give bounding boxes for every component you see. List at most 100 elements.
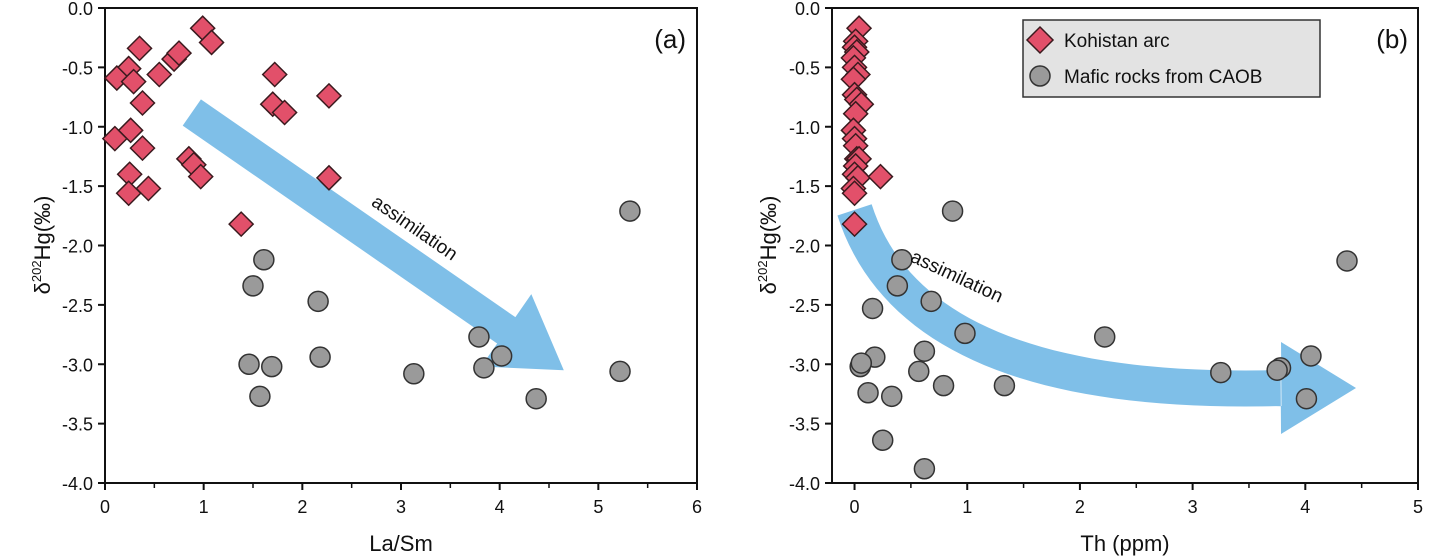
kohistan-point [129, 89, 156, 117]
kohistan-point [261, 61, 288, 88]
caob-point [954, 322, 976, 345]
y-tick-label: -4.0 [62, 474, 93, 494]
caob-point [238, 353, 260, 375]
caob-point [913, 458, 936, 480]
y-tick-label: -0.5 [789, 58, 820, 78]
x-tick-label: 0 [100, 497, 110, 517]
caob-point [473, 357, 495, 379]
kohistan-point [841, 211, 868, 238]
x-ticks-b: 0 1 2 3 4 5 [850, 483, 1423, 517]
y-tick-label: -3.5 [789, 415, 820, 435]
x-tick-label: 6 [692, 497, 702, 517]
x-tick-label: 1 [962, 497, 972, 517]
y-tick-label: -3.5 [62, 415, 93, 435]
x-tick-label: 0 [850, 497, 860, 517]
y-tick-label: -2.0 [789, 237, 820, 257]
y-tick-label: -3.0 [62, 355, 93, 375]
caob-point [1210, 361, 1232, 384]
caob-point [253, 249, 275, 271]
caob-point [886, 275, 909, 297]
kohistan-point [187, 163, 214, 190]
panel-b: 0 1 2 3 4 5 0.0 -0.5 -1.0 -1.5 -2.0 -2.5 -3.0 -3.5 -4… [755, 0, 1423, 556]
kohistan-point [120, 68, 147, 95]
x-axis-label-b: Th (ppm) [1080, 531, 1169, 556]
kohistan-point [129, 135, 156, 162]
y-tick-label: -4.0 [789, 474, 820, 494]
x-ticks-a: 0 1 2 3 4 5 6 [100, 483, 702, 517]
assimilation-arrow-b [837, 204, 1357, 434]
x-tick-label: 3 [1188, 497, 1198, 517]
x-tick-label: 4 [495, 497, 505, 517]
caob-point [619, 200, 641, 222]
caob-point [993, 374, 1016, 397]
caob-point [880, 385, 903, 408]
y-tick-label: -1.5 [62, 177, 93, 197]
panel-a: 0 1 2 3 4 5 6 0.0 -0.5 -1.0 -1.5 -2.0 -2.5 -3.0 -3.5 -… [29, 0, 702, 556]
kohistan-point [271, 99, 298, 126]
legend-circle-icon [1029, 65, 1051, 87]
caob-point [861, 297, 884, 320]
caob-point [941, 200, 964, 222]
caob-point [908, 360, 930, 383]
legend-box [1022, 19, 1321, 98]
kohistan-point [115, 180, 142, 207]
y-tick-label: -2.5 [62, 296, 93, 316]
y-label-delta: δ [30, 282, 55, 294]
caob-point [309, 346, 331, 368]
panel-label-b: (b) [1376, 24, 1408, 54]
x-tick-label: 5 [593, 497, 603, 517]
caob-point [1300, 345, 1322, 367]
y-label-rest: Hg(‰) [756, 196, 781, 261]
y-label-rest: Hg(‰) [30, 196, 55, 261]
caob-point [490, 345, 513, 367]
kohistan-point [228, 211, 255, 238]
legend-label-kohistan: Kohistan arc [1064, 31, 1170, 52]
y-label-sup: 202 [755, 260, 770, 282]
y-tick-label: -1.0 [62, 118, 93, 138]
kohistan-point [126, 35, 153, 62]
kohistan-point [198, 29, 225, 56]
y-axis-label-a: δ202Hg(‰) [29, 196, 55, 295]
y-label-sup: 202 [29, 260, 44, 282]
caob-point [920, 290, 942, 313]
legend-label-caob: Mafic rocks from CAOB [1064, 67, 1262, 88]
caob-point [1295, 387, 1318, 410]
x-tick-label: 2 [1075, 497, 1085, 517]
caob-point [249, 385, 271, 408]
kohistan-point [315, 164, 343, 191]
caob-point [525, 387, 547, 410]
caob-point [857, 382, 879, 404]
kohistan-point [259, 91, 286, 118]
y-tick-label: -2.0 [62, 237, 93, 257]
caob-point [403, 363, 425, 385]
caob-point [260, 355, 283, 378]
legend-diamond-icon [1025, 25, 1055, 55]
caob-point [307, 290, 329, 313]
points-b [840, 15, 1358, 480]
kohistan-point [315, 82, 343, 109]
legend: Kohistan arc Mafic rocks from CAOB [1022, 19, 1321, 98]
caob-point [468, 326, 490, 348]
arrow-shape [182, 99, 564, 371]
x-tick-label: 3 [396, 497, 406, 517]
caob-point [242, 275, 264, 297]
assimilation-arrow-a [182, 99, 564, 371]
kohistan-point [135, 175, 162, 202]
y-tick-label: 0.0 [68, 0, 93, 19]
panel-label-a: (a) [654, 24, 686, 54]
caob-point [871, 429, 894, 451]
y-tick-label: -0.5 [62, 58, 93, 78]
caob-point [609, 360, 631, 383]
x-axis-label-a: La/Sm [369, 531, 433, 556]
y-tick-label: -3.0 [789, 355, 820, 375]
caob-point [932, 374, 955, 397]
y-tick-label: -2.5 [789, 296, 820, 316]
y-ticks-a: 0.0 -0.5 -1.0 -1.5 -2.0 -2.5 -3.0 -3.5 -4.0 [62, 0, 105, 494]
caob-point [1093, 326, 1116, 348]
kohistan-point [117, 117, 144, 144]
x-tick-label: 5 [1413, 497, 1423, 517]
caob-point [1336, 250, 1358, 272]
caob-point [1266, 359, 1288, 381]
points-a [101, 15, 641, 410]
